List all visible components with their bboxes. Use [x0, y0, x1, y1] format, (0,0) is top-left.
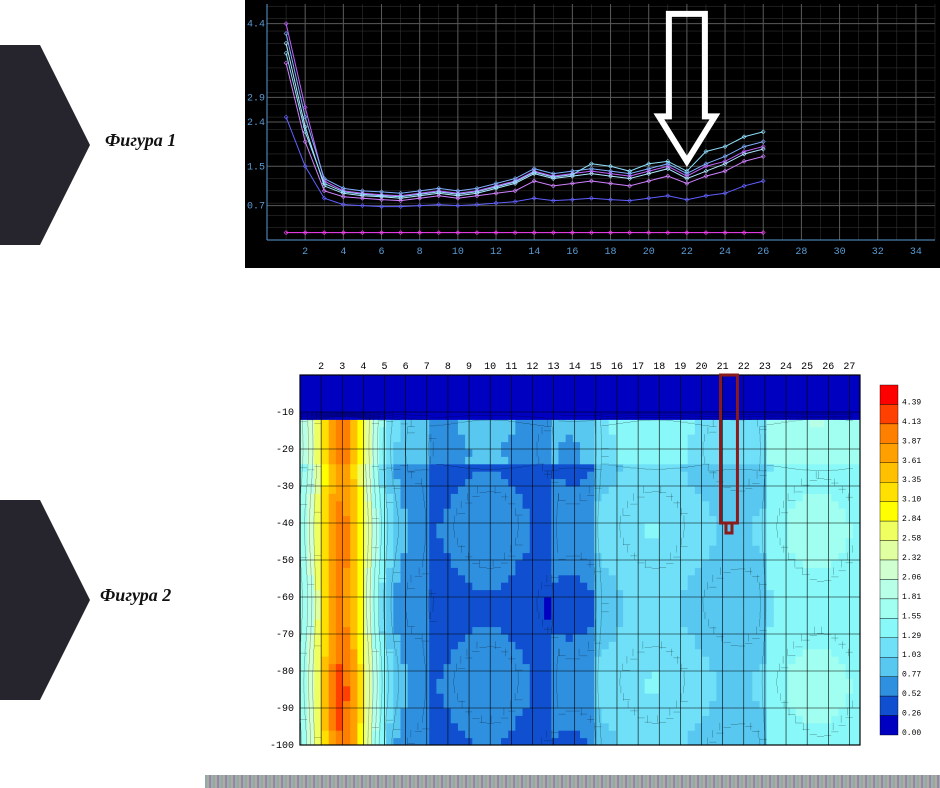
- noise-strip: [205, 775, 940, 788]
- svg-text:10: 10: [452, 247, 464, 258]
- svg-text:14: 14: [528, 247, 540, 258]
- decor-chevron-1: [0, 45, 90, 245]
- svg-text:20: 20: [643, 247, 655, 258]
- svg-text:4.4: 4.4: [247, 20, 265, 31]
- svg-text:1.5: 1.5: [247, 162, 265, 173]
- svg-text:26: 26: [757, 247, 769, 258]
- svg-text:28: 28: [795, 247, 807, 258]
- svg-text:30: 30: [834, 247, 846, 258]
- svg-text:22: 22: [681, 247, 693, 258]
- figure-2-label: Фигура 2: [100, 585, 171, 606]
- svg-text:34: 34: [910, 247, 922, 258]
- page: Фигура 1 Фигура 2 2468101214161820222426…: [0, 0, 940, 788]
- svg-text:2: 2: [302, 247, 308, 258]
- decor-chevron-2: [0, 500, 90, 700]
- svg-text:18: 18: [605, 247, 617, 258]
- svg-text:6: 6: [379, 247, 385, 258]
- chart-2-heatmap: 2345678910111213141516171819202122232425…: [245, 355, 940, 755]
- svg-text:0.7: 0.7: [247, 202, 265, 213]
- figure-1-label: Фигура 1: [105, 130, 176, 151]
- chart-1-line: 2468101214161820222426283032340.71.52.42…: [245, 0, 940, 268]
- svg-text:32: 32: [872, 247, 884, 258]
- svg-text:24: 24: [719, 247, 731, 258]
- svg-text:4: 4: [340, 247, 346, 258]
- svg-text:2.4: 2.4: [247, 118, 265, 129]
- svg-text:16: 16: [566, 247, 578, 258]
- svg-text:2.9: 2.9: [247, 93, 265, 104]
- svg-text:8: 8: [417, 247, 423, 258]
- svg-text:12: 12: [490, 247, 502, 258]
